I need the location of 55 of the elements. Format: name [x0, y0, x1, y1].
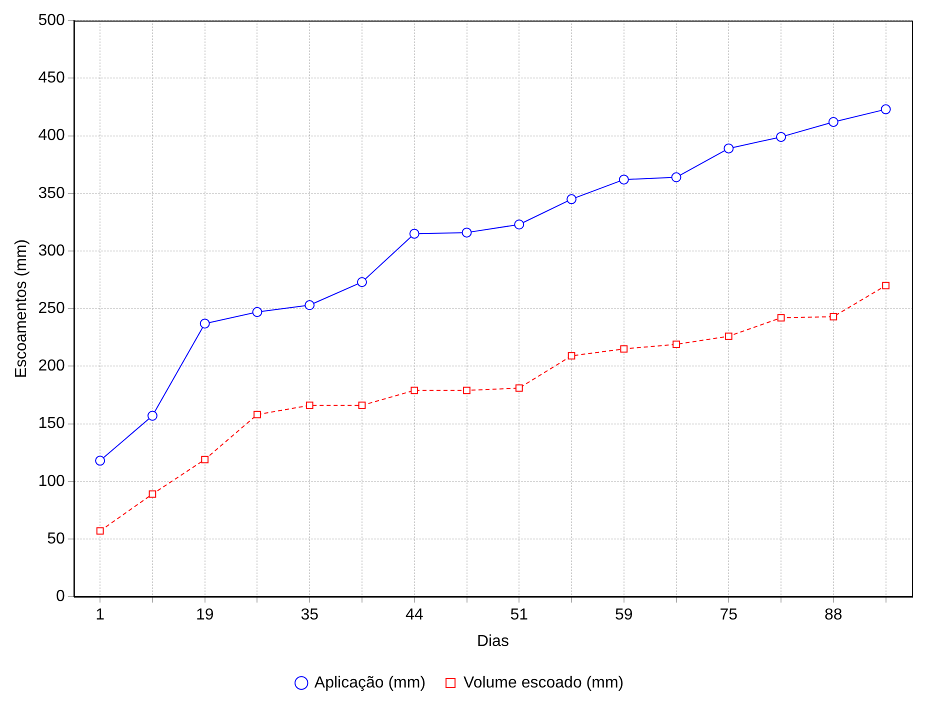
- y-tick-label: 0: [56, 588, 65, 606]
- x-tick-label: 75: [720, 606, 738, 624]
- point: [254, 410, 261, 418]
- point: [306, 402, 314, 410]
- point: [777, 314, 785, 322]
- x-tick-label: 51: [510, 606, 528, 624]
- point: [409, 228, 420, 239]
- point: [462, 228, 472, 238]
- x-tick-label: 59: [615, 606, 633, 624]
- y-tick-label: 300: [38, 242, 65, 260]
- point: [620, 345, 628, 353]
- y-tick-label: 450: [38, 70, 65, 87]
- point: [201, 456, 209, 464]
- point: [618, 174, 629, 185]
- point: [148, 490, 156, 498]
- x-tick-label: 35: [300, 606, 319, 624]
- y-tick-label: 50: [47, 530, 65, 548]
- point: [95, 456, 106, 466]
- x-tick-label: 88: [824, 606, 842, 624]
- point: [410, 386, 418, 394]
- point: [96, 527, 104, 535]
- legend-label: Volume escoado (mm): [464, 674, 624, 692]
- point: [830, 312, 838, 320]
- point: [828, 116, 838, 127]
- point: [515, 384, 523, 392]
- y-tick-label: 250: [38, 300, 65, 318]
- y-tick-label: 100: [38, 472, 65, 490]
- point: [724, 143, 734, 154]
- point: [882, 282, 890, 290]
- x-axis-title: Dias: [476, 632, 509, 650]
- point: [724, 332, 732, 340]
- y-tick-label: 350: [38, 184, 65, 202]
- y-tick-label: 200: [38, 358, 65, 375]
- point: [356, 277, 367, 288]
- point: [514, 220, 524, 230]
- point: [776, 132, 786, 142]
- x-tick-label: 1: [96, 606, 105, 624]
- point: [672, 340, 680, 348]
- point: [671, 172, 682, 182]
- point: [566, 194, 577, 204]
- legend-label: Aplicação (mm): [314, 674, 426, 692]
- point: [463, 386, 470, 394]
- y-tick-label: 500: [38, 12, 65, 30]
- point: [568, 352, 576, 360]
- point: [200, 318, 210, 329]
- x-tick-label: 19: [196, 606, 214, 624]
- y-axis-title: Escoamentos (mm): [13, 239, 30, 378]
- point: [252, 307, 262, 318]
- point: [147, 410, 158, 421]
- y-tick-label: 400: [38, 127, 65, 144]
- point: [880, 104, 891, 114]
- point: [304, 300, 315, 310]
- y-tick-label: 150: [38, 415, 65, 432]
- x-tick-label: 44: [405, 606, 424, 624]
- point: [358, 402, 366, 410]
